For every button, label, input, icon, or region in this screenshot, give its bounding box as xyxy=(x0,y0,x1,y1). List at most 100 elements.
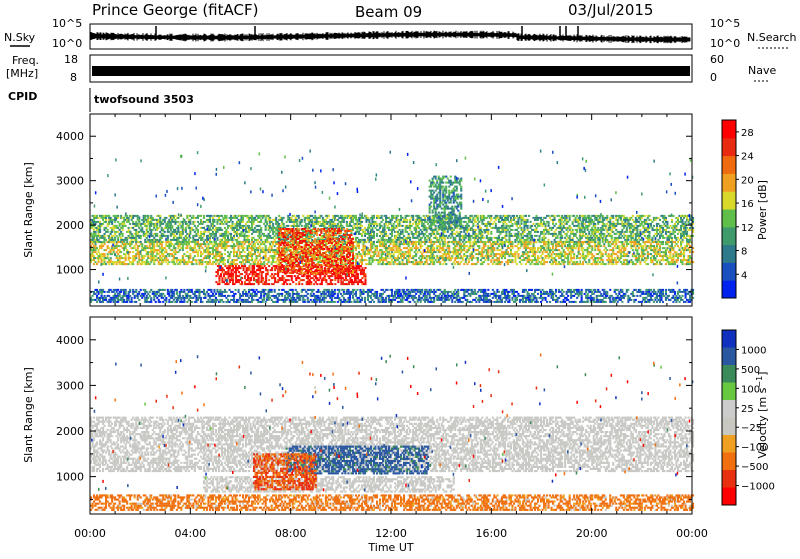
echo-cell-power xyxy=(227,235,229,237)
echo-cell-power xyxy=(165,251,167,253)
echo-cell-power xyxy=(105,239,107,241)
echo-cell-power xyxy=(102,219,104,221)
echo-cell-power xyxy=(170,229,172,231)
echo-cell-power xyxy=(548,231,550,233)
echo-cell-power xyxy=(150,225,152,227)
echo-cell-power xyxy=(150,233,152,235)
echo-cell-power xyxy=(265,255,267,257)
echo-cell-power xyxy=(290,217,292,219)
echo-cell-power xyxy=(232,241,234,243)
echo-cell-power xyxy=(242,249,244,251)
echo-cell-power xyxy=(590,235,592,237)
echo-cell-power xyxy=(665,219,667,221)
echo-cell-power xyxy=(651,221,653,223)
echo-cell-power xyxy=(164,247,166,249)
echo-cell-power xyxy=(298,217,300,219)
echo-cell-power xyxy=(505,231,507,233)
echo-cell-power xyxy=(138,231,140,233)
echo-cell-power xyxy=(241,251,243,253)
echo-cell-power xyxy=(356,219,358,221)
echo-cell-power xyxy=(323,225,325,227)
echo-cell-power xyxy=(630,217,632,219)
echo-cell-power xyxy=(502,223,504,225)
echo-cell-power xyxy=(665,233,667,235)
echo-cell-power xyxy=(325,219,327,221)
echo-cell-power xyxy=(689,227,691,229)
echo-cell-power xyxy=(138,237,140,239)
echo-cell-power xyxy=(656,227,658,229)
echo-cell-power xyxy=(624,225,626,227)
echo-cell-power xyxy=(391,235,393,237)
echo-cell-power xyxy=(269,235,271,237)
echo-cell-power xyxy=(408,233,410,235)
echo-cell-power xyxy=(167,235,169,237)
echo-cell-power xyxy=(433,233,435,235)
echo-cell-power xyxy=(265,247,267,249)
echo-cell-power xyxy=(274,257,276,259)
echo-cell-power xyxy=(648,215,650,217)
echo-cell-power xyxy=(487,229,489,231)
echo-cell-power xyxy=(174,253,176,255)
echo-cell-power xyxy=(125,245,127,247)
echo-cell-power xyxy=(257,239,259,241)
echo-cell-power xyxy=(665,217,667,219)
echo-cell-power xyxy=(229,253,231,255)
echo-cell-power xyxy=(137,233,139,235)
echo-cell-power xyxy=(296,223,298,225)
echo-cell-power xyxy=(256,257,258,259)
echo-cell-power xyxy=(561,223,563,225)
echo-cell-power xyxy=(116,251,118,253)
echo-cell-power xyxy=(433,231,435,233)
echo-cell-power xyxy=(465,215,467,217)
echo-cell-power xyxy=(113,241,115,243)
echo-cell-power xyxy=(195,235,197,237)
echo-cell-power xyxy=(621,221,623,223)
echo-cell-power xyxy=(200,235,202,237)
power-cells xyxy=(90,150,694,303)
echo-cell-power xyxy=(229,221,231,223)
echo-cell-power xyxy=(101,247,103,249)
echo-cell-power xyxy=(210,243,212,245)
echo-cell-power xyxy=(626,229,628,231)
echo-cell-power xyxy=(98,217,100,219)
echo-cell-power xyxy=(218,263,220,265)
echo-cell-power xyxy=(365,221,367,223)
echo-cell-power xyxy=(135,237,137,239)
echo-cell-power xyxy=(225,233,227,235)
echo-cell-power xyxy=(207,243,209,245)
echo-cell-power xyxy=(472,225,474,227)
echo-cell-power xyxy=(471,235,473,237)
echo-cell-power xyxy=(182,223,184,225)
nave-tick-bottom: 0 xyxy=(710,71,717,84)
echo-cell-power xyxy=(219,219,221,221)
echo-cell-power xyxy=(129,257,131,259)
echo-cell-power xyxy=(552,221,554,223)
echo-cell-power xyxy=(548,239,550,241)
echo-cell-power xyxy=(123,261,125,263)
echo-cell-power xyxy=(182,233,184,235)
echo-cell-power xyxy=(400,219,402,221)
echo-cell-power xyxy=(215,233,217,235)
echo-cell-power xyxy=(164,231,166,233)
echo-cell-power xyxy=(209,221,211,223)
echo-cell-power xyxy=(256,219,258,221)
echo-cell-power xyxy=(505,239,507,241)
echo-cell-power xyxy=(393,229,395,231)
echo-cell-power xyxy=(250,243,252,245)
echo-cell-power xyxy=(238,229,240,231)
echo-cell-power xyxy=(393,223,395,225)
echo-cell-power xyxy=(241,263,243,265)
echo-cell-power xyxy=(218,217,220,219)
echo-cell-power xyxy=(566,229,568,231)
echo-cell-power xyxy=(271,221,273,223)
echo-cell-power xyxy=(107,231,109,233)
echo-cell-power xyxy=(132,235,134,237)
echo-cell-power xyxy=(527,225,529,227)
echo-cell-power xyxy=(575,217,577,219)
echo-cell-power xyxy=(557,235,559,237)
echo-cell-power xyxy=(511,229,513,231)
echo-cell-power xyxy=(265,229,267,231)
echo-cell-power xyxy=(209,227,211,229)
echo-cell-power xyxy=(397,215,399,217)
echo-cell-power xyxy=(98,249,100,251)
